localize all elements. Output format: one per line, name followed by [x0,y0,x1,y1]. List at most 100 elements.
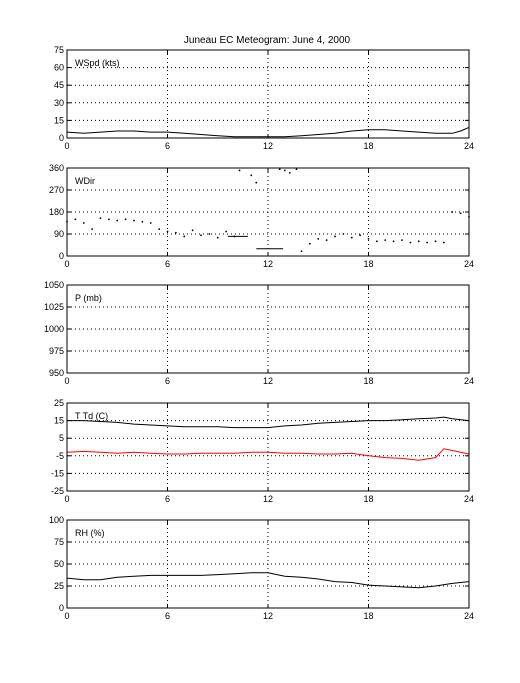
y-tick-label: 950 [49,368,64,378]
data-point-black-series-0 [459,212,462,215]
y-tick-label: 30 [54,98,64,108]
x-tick-label: 24 [464,494,474,504]
data-point-black-series-0 [300,250,303,253]
panel-p-mb: 0 6 12 18 24 950 975 1000 1025 1050 P (mb) [44,280,474,386]
data-point-black-series-0 [158,228,161,231]
panel-label: P (mb) [75,293,102,303]
data-point-black-series-0 [308,242,311,245]
x-tick-label: 12 [263,611,273,621]
x-tick-label: 18 [363,376,373,386]
x-tick-label: 24 [464,259,474,269]
x-tick-label: 24 [464,376,474,386]
y-tick-label: -25 [51,486,64,496]
data-point-black-series-0 [392,240,395,243]
y-tick-label: 0 [59,603,64,613]
data-point-black-series-0 [325,239,328,242]
x-tick-label: 0 [64,494,69,504]
data-point-black-series-0 [91,228,94,231]
data-point-black-series-0 [82,222,85,224]
y-tick-label: 15 [54,416,64,426]
data-point-black-series-0 [350,236,353,239]
data-point-black-series-0 [174,231,177,234]
x-tick-label: 12 [263,376,273,386]
x-tick-label: 6 [165,141,170,151]
data-point-black-series-0 [74,218,77,221]
y-tick-label: 1000 [44,324,64,334]
data-point-black-series-0 [116,219,119,222]
x-tick-label: 6 [165,376,170,386]
series-line-black-series-0 [66,126,470,138]
y-tick-label: 270 [49,185,64,195]
data-point-black-series-0 [149,222,152,224]
data-point-black-series-0 [278,168,281,171]
data-point-black-series-0 [384,239,387,242]
data-point-black-series-0 [107,218,110,221]
data-point-black-series-0 [250,174,253,177]
y-tick-label: -5 [56,451,64,461]
chart-title: Juneau EC Meteogram: June 4, 2000 [184,35,351,46]
series-line-black-series-0 [66,572,470,589]
x-tick-label: 6 [165,611,170,621]
panel-wdir: 0 6 12 18 24 0 90 180 270 360 WDir [49,163,474,269]
data-point-black-series-0 [342,233,345,235]
x-tick-label: 0 [64,611,69,621]
y-tick-label: 100 [49,515,64,525]
data-point-black-series-0 [133,219,135,222]
y-tick-label: 75 [54,45,64,55]
data-point-black-series-0 [451,211,454,213]
y-tick-label: 5 [59,433,64,443]
data-point-black-series-0 [417,240,420,243]
x-tick-label: 12 [263,259,273,269]
data-point-black-series-0 [141,220,144,223]
data-point-black-series-0 [208,233,211,235]
data-point-black-series-0 [409,241,412,244]
y-tick-label: 25 [54,398,64,408]
data-point-black-series-0 [367,237,370,240]
x-tick-label: 12 [263,141,273,151]
panel-label: RH (%) [75,528,105,538]
data-point-black-series-0 [426,241,429,244]
y-tick-label: 1050 [44,280,64,290]
data-point-black-series-0 [191,229,194,232]
data-point-black-series-0 [99,217,102,220]
y-tick-label: 90 [54,229,64,239]
x-tick-label: 6 [165,494,170,504]
data-point-black-series-0 [334,235,336,238]
panel-label: WSpd (kts) [75,58,120,68]
y-tick-label: 0 [59,251,64,261]
data-point-black-series-0 [401,239,403,242]
y-tick-label: 60 [54,63,64,73]
data-point-black-series-0 [442,241,445,244]
data-point-black-series-0 [225,230,228,233]
x-tick-label: 18 [363,141,373,151]
y-tick-label: 180 [49,207,64,217]
x-tick-label: 0 [64,259,69,269]
y-tick-label: 75 [54,537,64,547]
x-tick-label: 24 [464,141,474,151]
data-point-black-series-0 [375,240,378,243]
data-point-black-series-0 [200,234,202,237]
y-tick-label: 1025 [44,302,64,312]
panel-wspd-kts: 0 6 12 18 24 0 15 30 45 60 75 WSpd (kts) [54,45,474,151]
panel-label: T Td (C) [75,411,108,421]
data-point-black-series-0 [317,237,320,240]
y-tick-label: 50 [54,559,64,569]
x-tick-label: 6 [165,259,170,269]
data-point-black-series-0 [434,240,437,243]
y-tick-label: 360 [49,163,64,173]
x-tick-label: 0 [64,141,69,151]
data-point-black-series-0 [238,169,241,172]
data-point-black-series-0 [283,169,286,172]
series-line-red-series-1 [66,448,470,461]
x-tick-label: 18 [363,259,373,269]
y-tick-label: 0 [59,133,64,143]
x-tick-label: 0 [64,376,69,386]
panel-t-td-c: 0 6 12 18 24 -25 -15 -5 5 15 25 T Td (C) [51,398,474,504]
y-tick-label: 25 [54,581,64,591]
series-line-black-series-0 [67,416,470,429]
y-tick-label: 15 [54,115,64,125]
data-point-black-series-0 [288,171,291,174]
y-tick-label: -15 [51,468,64,478]
data-point-black-series-0 [124,218,127,221]
